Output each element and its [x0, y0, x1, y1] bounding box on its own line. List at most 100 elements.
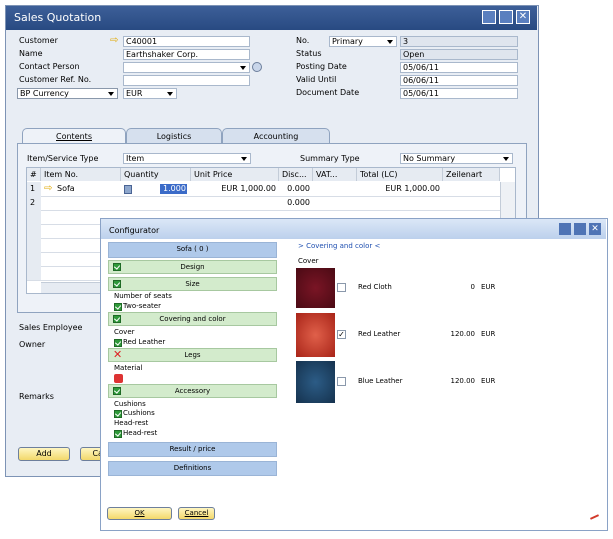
dropdown[interactable]: BP Currency [17, 88, 118, 99]
option-name: Blue Leather [358, 377, 403, 385]
attribute-value: Head-rest [123, 429, 158, 437]
field-label: Contact Person [19, 62, 80, 71]
table-cell: EUR 1,000.00 [221, 184, 276, 193]
option-currency: EUR [481, 283, 496, 291]
row-header [27, 238, 41, 252]
section-header[interactable]: Accessory [108, 384, 277, 398]
title-bar [101, 219, 606, 239]
attribute-label: Cushions [114, 400, 146, 408]
row-header [27, 252, 41, 266]
row-header [27, 196, 41, 210]
close-button[interactable]: ✕ [516, 10, 530, 24]
option-price: 0 [470, 283, 475, 291]
table-cell: 0.000 [287, 184, 310, 193]
dropdown[interactable]: Item [123, 153, 251, 164]
row-header [27, 210, 41, 224]
field-label: No. [296, 36, 310, 45]
field-label: Summary Type [300, 154, 360, 163]
text-field[interactable]: 05/06/11 [400, 62, 518, 73]
checkbox[interactable] [337, 283, 346, 292]
check-icon [114, 339, 122, 347]
dropdown[interactable]: Primary [329, 36, 397, 47]
product-header: Sofa ( 0 ) [108, 242, 277, 258]
field-label: Status [296, 49, 322, 58]
check-icon [113, 263, 121, 271]
attribute-value: Two-seater [123, 302, 161, 310]
button-label: Cancel [184, 509, 209, 517]
text-field[interactable]: Open [400, 49, 518, 60]
column-header: Zeilenart [443, 168, 500, 181]
window-title: Sales Quotation [14, 11, 102, 24]
title-bar [6, 6, 537, 30]
field-label: Document Date [296, 88, 360, 97]
column-header: Total (LC) [357, 168, 443, 181]
option-price: 120.00 [450, 377, 476, 385]
option-name: Red Leather [358, 330, 401, 338]
option-name: Red Cloth [358, 283, 392, 291]
calc-icon[interactable] [124, 185, 132, 194]
text-field[interactable]: 3 [400, 36, 518, 47]
text-field[interactable]: 05/06/11 [400, 88, 518, 99]
dropdown[interactable]: No Summary [400, 153, 513, 164]
maximize-button[interactable] [574, 223, 586, 235]
cancel-button[interactable]: Cancel [178, 507, 215, 520]
text-field[interactable]: Earthshaker Corp. [123, 49, 250, 60]
tab[interactable]: Accounting [222, 128, 330, 144]
field-label: Sales Employee [19, 323, 83, 332]
close-button[interactable]: ✕ [589, 223, 601, 235]
text-field[interactable]: 06/06/11 [400, 75, 518, 86]
ok-button[interactable]: OK [107, 507, 172, 520]
section-header[interactable]: Size [108, 277, 277, 291]
text-field[interactable] [123, 75, 250, 86]
table-cell: 1.000 [160, 184, 187, 194]
link-arrow: ⇨ [44, 183, 53, 194]
field-label: Valid Until [296, 75, 337, 84]
section-header[interactable]: Covering and color [108, 312, 277, 326]
field-label: Customer Ref. No. [19, 75, 92, 84]
table-cell: 1 [30, 184, 36, 193]
minimize-button[interactable] [482, 10, 496, 24]
group-label: Cover [298, 257, 319, 265]
lookup-button[interactable] [252, 62, 262, 72]
swatch-image [296, 268, 335, 308]
maximize-button[interactable] [499, 10, 513, 24]
checkbox[interactable]: ✓ [337, 330, 346, 339]
check-icon [113, 280, 121, 288]
text-field[interactable]: C40001 [123, 36, 250, 47]
window-title: Configurator [109, 226, 160, 235]
column-header: Quantity [121, 168, 191, 181]
error-icon [114, 374, 123, 383]
panel-title: > Covering and color < [298, 242, 381, 250]
attribute-label: Cover [114, 328, 135, 336]
attribute-label: Number of seats [114, 292, 172, 300]
column-header: Unit Price [191, 168, 279, 181]
result-button[interactable]: Result / price [108, 442, 277, 457]
row-line [27, 196, 500, 197]
tab-label: Contents [56, 132, 92, 141]
dropdown[interactable]: EUR [123, 88, 177, 99]
option-currency: EUR [481, 377, 496, 385]
text-field[interactable] [123, 62, 250, 73]
attribute-value: Red Leather [123, 338, 166, 346]
section-header[interactable]: Legs [108, 348, 277, 362]
option-price: 120.00 [450, 330, 476, 338]
row-header [27, 224, 41, 238]
minimize-button[interactable] [559, 223, 571, 235]
column-header: Item No. [41, 168, 121, 181]
error-icon: ✕ [113, 348, 123, 361]
definitions-button[interactable]: Definitions [108, 461, 277, 476]
table-cell: 2 [30, 198, 36, 207]
table-cell: Sofa [57, 184, 75, 193]
tab[interactable]: Contents [22, 128, 126, 144]
checkbox[interactable] [337, 377, 346, 386]
button-label: OK [134, 509, 145, 517]
column-header: VAT... [313, 168, 357, 181]
tab[interactable]: Logistics [126, 128, 222, 144]
section-header[interactable]: Design [108, 260, 277, 274]
row-header [27, 266, 41, 280]
add-button[interactable]: Add [18, 447, 70, 461]
check-icon [114, 303, 122, 311]
link-arrow: ⇨ [110, 35, 119, 46]
attribute-label: Head-rest [114, 419, 149, 427]
